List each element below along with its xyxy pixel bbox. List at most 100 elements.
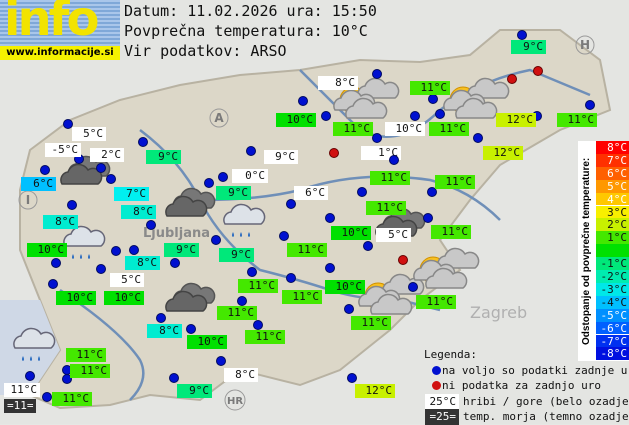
station-temperature[interactable]: 10°C — [187, 335, 227, 349]
station-temperature[interactable]: 10°C — [104, 291, 144, 305]
station-temperature[interactable]: 10°C — [331, 226, 371, 240]
station-dot[interactable] — [279, 231, 289, 241]
station-dot[interactable] — [347, 373, 357, 383]
station-temperature[interactable]: 11°C — [351, 316, 391, 330]
station-temperature[interactable]: 5°C — [72, 127, 106, 141]
station-temperature[interactable]: 11°C — [217, 306, 257, 320]
station-temperature[interactable]: 11°C — [431, 225, 471, 239]
station-temperature[interactable]: 11°C — [66, 348, 106, 362]
station-temperature[interactable]: 11°C — [52, 392, 92, 406]
station-temperature[interactable]: 12°C — [483, 146, 523, 160]
station-dot[interactable] — [389, 155, 399, 165]
station-dot[interactable] — [372, 133, 382, 143]
station-temperature[interactable]: 8°C — [121, 205, 156, 219]
station-temperature[interactable]: 12°C — [355, 384, 395, 398]
station-dot[interactable] — [517, 30, 527, 40]
station-dot[interactable] — [410, 111, 420, 121]
station-dot[interactable] — [186, 324, 196, 334]
station-dot[interactable] — [129, 245, 139, 255]
station-dot-missing[interactable] — [398, 255, 408, 265]
station-dot[interactable] — [42, 392, 52, 402]
station-temperature[interactable]: 8°C — [125, 256, 160, 270]
station-dot[interactable] — [423, 213, 433, 223]
station-dot[interactable] — [325, 213, 335, 223]
station-temperature[interactable]: 11°C — [370, 171, 410, 185]
station-dot[interactable] — [63, 119, 73, 129]
station-dot-missing[interactable] — [329, 148, 339, 158]
station-temperature[interactable]: 8°C — [318, 76, 358, 90]
logo-url[interactable]: www.informacije.si — [0, 46, 120, 60]
station-temperature[interactable]: 11°C — [435, 175, 475, 189]
station-dot[interactable] — [170, 258, 180, 268]
station-dot[interactable] — [246, 146, 256, 156]
station-temperature[interactable]: 11°C — [416, 295, 456, 309]
station-temperature[interactable]: 10°C — [325, 280, 365, 294]
station-temperature[interactable]: 6°C — [294, 186, 328, 200]
station-dot[interactable] — [96, 163, 106, 173]
station-dot[interactable] — [298, 96, 308, 106]
station-temperature[interactable]: 11°C — [287, 243, 327, 257]
station-dot[interactable] — [428, 94, 438, 104]
station-dot[interactable] — [106, 174, 116, 184]
station-dot[interactable] — [372, 69, 382, 79]
station-dot[interactable] — [62, 374, 72, 384]
station-dot[interactable] — [51, 258, 61, 268]
station-temperature[interactable]: 11°C — [282, 290, 322, 304]
station-temperature[interactable]: 11°C — [238, 279, 278, 293]
station-temperature[interactable]: =11= — [4, 399, 36, 413]
station-temperature[interactable]: 9°C — [219, 248, 254, 262]
station-temperature[interactable]: 0°C — [232, 169, 268, 183]
station-dot[interactable] — [25, 371, 35, 381]
logo[interactable]: info www.informacije.si — [0, 0, 120, 60]
station-dot[interactable] — [247, 267, 257, 277]
station-dot[interactable] — [427, 187, 437, 197]
station-dot[interactable] — [67, 200, 77, 210]
station-temperature[interactable]: 9°C — [146, 150, 181, 164]
station-dot[interactable] — [435, 109, 445, 119]
station-temperature[interactable]: 9°C — [264, 150, 298, 164]
station-dot[interactable] — [363, 241, 373, 251]
station-temperature[interactable]: 8°C — [224, 368, 258, 382]
station-dot[interactable] — [321, 111, 331, 121]
station-dot[interactable] — [408, 282, 418, 292]
station-dot[interactable] — [48, 279, 58, 289]
station-temperature[interactable]: 9°C — [164, 243, 199, 257]
station-temperature[interactable]: 8°C — [147, 324, 182, 338]
station-dot[interactable] — [169, 373, 179, 383]
station-dot[interactable] — [211, 235, 221, 245]
station-dot[interactable] — [216, 356, 226, 366]
station-temperature[interactable]: 9°C — [177, 384, 212, 398]
station-dot[interactable] — [138, 137, 148, 147]
station-temperature[interactable]: 11°C — [429, 122, 469, 136]
station-dot[interactable] — [357, 187, 367, 197]
station-temperature[interactable]: 5°C — [110, 273, 144, 287]
station-dot[interactable] — [344, 304, 354, 314]
station-dot[interactable] — [156, 313, 166, 323]
station-dot[interactable] — [286, 199, 296, 209]
station-temperature[interactable]: 12°C — [496, 113, 536, 127]
station-temperature[interactable]: 11°C — [333, 122, 373, 136]
station-temperature[interactable]: 11°C — [557, 113, 597, 127]
station-dot[interactable] — [40, 165, 50, 175]
station-dot[interactable] — [96, 264, 106, 274]
station-temperature[interactable]: 9°C — [511, 40, 546, 54]
station-temperature[interactable]: 7°C — [114, 187, 149, 201]
station-dot[interactable] — [204, 178, 214, 188]
station-temperature[interactable]: 10°C — [27, 243, 67, 257]
station-temperature[interactable]: 11°C — [366, 201, 406, 215]
station-temperature[interactable]: 11°C — [4, 383, 40, 397]
station-temperature[interactable]: 6°C — [21, 177, 56, 191]
station-dot[interactable] — [146, 220, 156, 230]
station-temperature[interactable]: 5°C — [376, 228, 411, 242]
station-temperature[interactable]: 11°C — [70, 364, 110, 378]
station-dot[interactable] — [473, 133, 483, 143]
station-dot-missing[interactable] — [507, 74, 517, 84]
station-dot[interactable] — [237, 296, 247, 306]
station-temperature[interactable]: 10°C — [276, 113, 316, 127]
station-temperature[interactable]: 11°C — [410, 81, 450, 95]
station-temperature[interactable]: 2°C — [90, 148, 124, 162]
station-dot[interactable] — [585, 100, 595, 110]
station-temperature[interactable]: 8°C — [43, 215, 78, 229]
station-temperature[interactable]: -5°C — [45, 143, 81, 157]
station-temperature[interactable]: 11°C — [245, 330, 285, 344]
